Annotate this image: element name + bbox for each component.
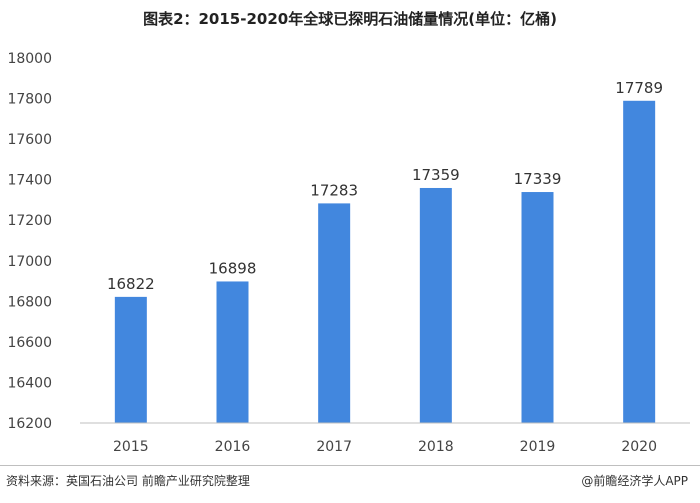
bar-2019 (521, 192, 554, 423)
source-note: 资料来源：英国石油公司 前瞻产业研究院整理 (6, 474, 250, 488)
x-tick-label-2018: 2018 (418, 439, 454, 455)
y-axis: 16200 16400 16600 16800 17000 17200 17400 17600… (7, 51, 52, 432)
bars-group: 16822 16898 17283 17359 17339 17789 (107, 79, 663, 424)
x-tick-label-2019: 2019 (520, 439, 556, 455)
footer-divider (0, 465, 700, 466)
x-tick-label-2017: 2017 (316, 439, 352, 455)
bar-2016 (216, 281, 249, 423)
bar-2015 (114, 296, 147, 423)
y-tick-label: 16400 (7, 375, 52, 391)
credit-note: @前瞻经济学人APP (581, 474, 688, 488)
y-tick-label: 16600 (7, 335, 52, 351)
data-label-2015: 16822 (107, 275, 155, 293)
x-tick-label-2016: 2016 (215, 439, 251, 455)
data-label-2020: 17789 (615, 79, 663, 97)
data-label-2017: 17283 (310, 181, 358, 199)
bar-2017 (318, 203, 351, 423)
y-tick-label: 17000 (7, 254, 52, 270)
y-tick-label: 17200 (7, 213, 52, 229)
data-label-2016: 16898 (209, 259, 257, 277)
x-tick-label-2020: 2020 (621, 439, 657, 455)
data-label-2018: 17359 (412, 166, 460, 184)
x-axis: 2015 2016 2017 2018 2019 2020 (113, 439, 657, 455)
y-tick-label: 16200 (7, 416, 52, 432)
x-tick-label-2015: 2015 (113, 439, 149, 455)
bar-2018 (419, 187, 452, 423)
bar-chart: 16200 16400 16600 16800 17000 17200 17400 17600… (7, 51, 690, 455)
y-tick-label: 17800 (7, 92, 52, 108)
data-label-2019: 17339 (514, 170, 562, 188)
y-tick-label: 18000 (7, 51, 52, 67)
y-tick-label: 17600 (7, 132, 52, 148)
chart-title: 图表2：2015-2020年全球已探明石油储量情况(单位：亿桶) (143, 10, 557, 28)
bar-2020 (623, 100, 656, 424)
y-tick-label: 17400 (7, 173, 52, 189)
y-tick-label: 16800 (7, 294, 52, 310)
